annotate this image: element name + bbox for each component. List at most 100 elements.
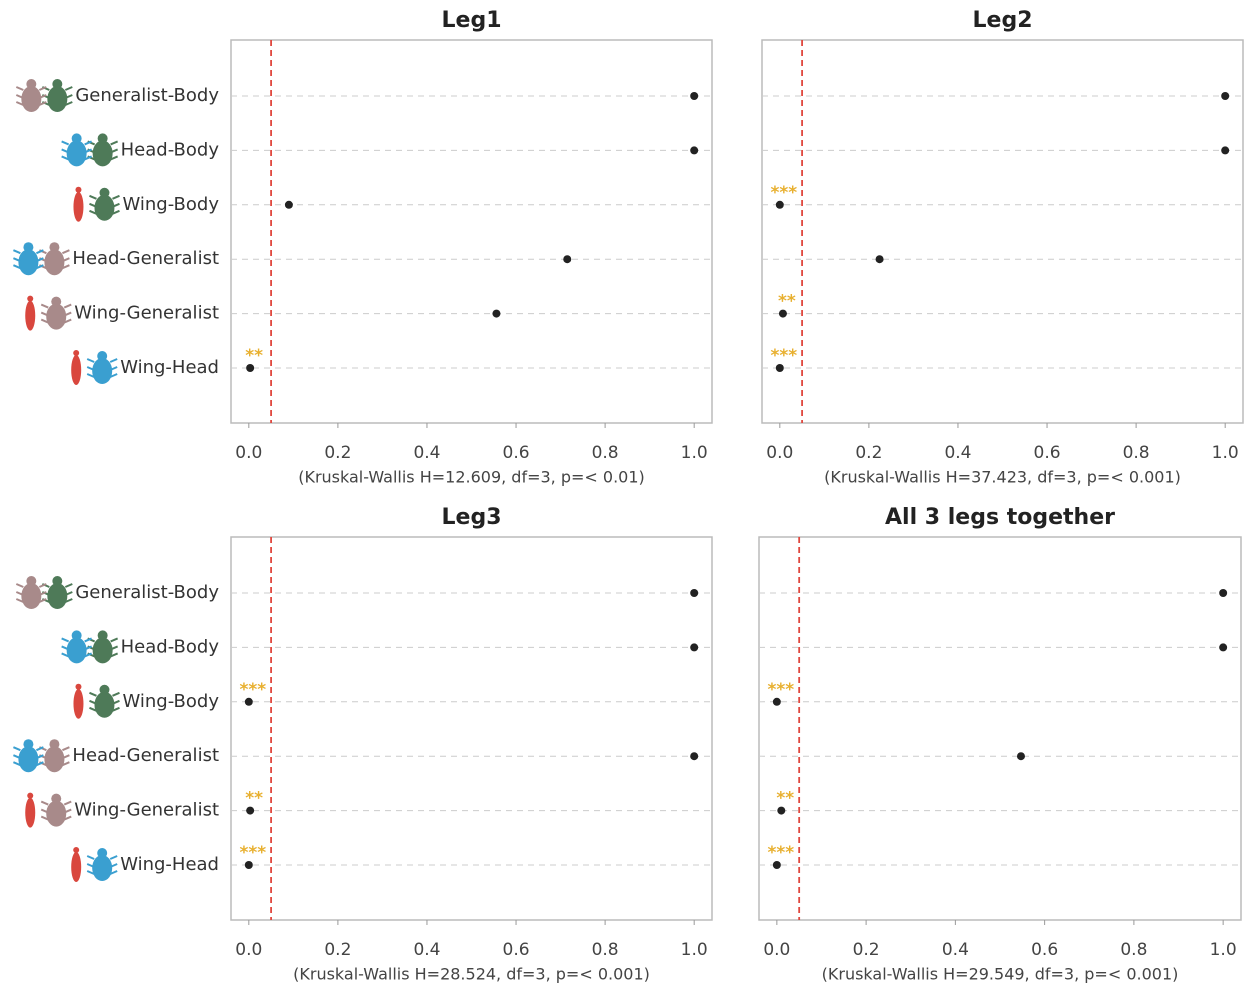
- icon: [40, 815, 49, 821]
- dot: [1016, 752, 1025, 761]
- axes-frame: [761, 39, 1244, 424]
- icon: [110, 155, 119, 161]
- chart-title: Leg3: [442, 505, 502, 530]
- icon: [15, 583, 24, 588]
- icon: [15, 598, 24, 603]
- icon: [13, 257, 21, 263]
- icon: [23, 739, 34, 750]
- significance-label: ***: [768, 843, 795, 863]
- y-tick-label: Wing-Head: [120, 357, 219, 378]
- y-tick-label: Head-Body: [121, 636, 220, 657]
- x-tick-label: 1.0: [1212, 443, 1239, 463]
- dot: [246, 364, 255, 372]
- icon: [63, 800, 72, 806]
- icon: [84, 155, 93, 161]
- x-tick-label: 0.4: [942, 940, 969, 960]
- icon: [13, 761, 21, 767]
- icon: [64, 598, 73, 603]
- icon: [40, 311, 49, 317]
- icon: [112, 706, 120, 712]
- significance-label: ***: [768, 680, 795, 700]
- icon: [112, 209, 120, 215]
- dot: [690, 643, 699, 652]
- icon: [44, 746, 65, 773]
- x-tick-label: 0.8: [592, 940, 619, 960]
- icon: [36, 746, 44, 752]
- dot: [690, 589, 699, 597]
- x-tick-label: 0.0: [235, 940, 262, 960]
- icon: [18, 746, 39, 773]
- icon: [64, 94, 73, 99]
- significance-label: **: [778, 292, 796, 312]
- icon: [71, 355, 82, 385]
- icon: [61, 652, 70, 658]
- icon: [84, 637, 93, 643]
- icon: [110, 140, 119, 146]
- icon: [86, 358, 95, 363]
- icon: [110, 637, 119, 643]
- icon: [89, 202, 97, 208]
- icon: [62, 754, 70, 760]
- icon: [97, 630, 108, 641]
- icon: [112, 691, 120, 697]
- icon: [13, 249, 21, 255]
- icon: [86, 855, 95, 860]
- icon: [26, 576, 37, 586]
- x-tick-label: 0.2: [853, 940, 880, 960]
- dot: [1219, 643, 1228, 652]
- dot: [777, 806, 786, 815]
- dot: [775, 200, 784, 209]
- y-tick-label: Head-Generalist: [72, 248, 219, 269]
- dot: [284, 200, 293, 209]
- x-tick-label: 0.2: [324, 940, 351, 960]
- icon: [97, 133, 108, 144]
- chart-title: All 3 legs together: [885, 505, 1115, 530]
- icon: [61, 155, 70, 161]
- x-tick-label: 0.8: [1120, 940, 1147, 960]
- icon: [92, 855, 113, 881]
- x-tick-label: 1.0: [681, 443, 708, 463]
- icon: [86, 366, 95, 371]
- icon: [92, 358, 113, 384]
- x-tick-label: 0.4: [413, 940, 440, 960]
- icon: [61, 148, 70, 154]
- icon: [109, 366, 118, 371]
- y-tick-label: Wing-Body: [122, 691, 219, 712]
- icon: [62, 249, 70, 255]
- icon: [18, 249, 39, 276]
- icon: [49, 739, 60, 750]
- dot: [778, 309, 787, 318]
- icon: [15, 86, 24, 91]
- x-tick-label: 0.4: [944, 443, 971, 463]
- icon: [21, 86, 42, 112]
- icon: [66, 140, 87, 167]
- icon: [110, 652, 119, 658]
- icon: [73, 191, 84, 222]
- icon: [73, 350, 80, 356]
- icon: [109, 863, 118, 868]
- icon: [75, 683, 82, 690]
- icon: [13, 746, 21, 752]
- significance-label: **: [776, 789, 794, 809]
- icon: [63, 808, 72, 814]
- icon: [86, 863, 95, 868]
- x-tick-label: 0.6: [503, 443, 530, 463]
- x-tick-label: 0.0: [766, 443, 793, 463]
- icon: [47, 583, 68, 609]
- dot: [1219, 589, 1228, 597]
- icon: [40, 303, 49, 309]
- icon: [13, 754, 21, 760]
- significance-label: ***: [239, 843, 266, 863]
- icon: [94, 691, 115, 718]
- y-tick-label: Generalist-Body: [75, 85, 219, 106]
- icon: [27, 792, 34, 799]
- icon: [61, 637, 70, 643]
- icon: [38, 583, 47, 588]
- icon: [26, 79, 37, 89]
- dot: [775, 364, 784, 372]
- icon: [89, 699, 97, 705]
- icon: [36, 754, 44, 760]
- icon: [110, 148, 119, 154]
- icon: [25, 300, 36, 331]
- icon: [66, 637, 87, 664]
